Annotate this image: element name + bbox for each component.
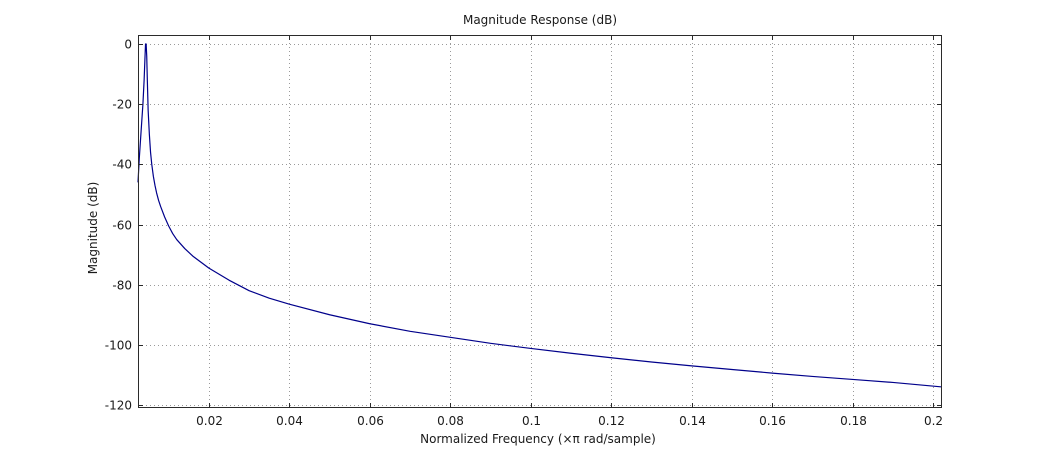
y-tick-label: 0 [124,38,132,52]
x-tick-label: 0.02 [196,414,223,428]
y-tick-label: -60 [112,219,132,233]
chart-title: Magnitude Response (dB) [463,13,617,27]
x-tick-label: 0.06 [357,414,384,428]
y-tick-label: -80 [112,279,132,293]
x-tick-label: 0.1 [522,414,541,428]
x-tick-labels: 0.02 0.04 0.06 0.08 0.1 0.12 0.14 0.16 0.18 0.2 [196,414,943,428]
y-tick-label: -120 [105,399,132,413]
x-tick-label: 0.18 [840,414,867,428]
x-tick-label: 0.16 [759,414,786,428]
y-tick-label: -100 [105,339,132,353]
y-axis-title: Magnitude (dB) [86,182,100,275]
x-tick-label: 0.04 [276,414,303,428]
x-tick-label: 0.14 [679,414,706,428]
plot-frame [138,35,942,408]
y-tick-label: -20 [112,98,132,112]
x-tick-label: 0.12 [598,414,625,428]
curve-layer [137,43,943,388]
y-tick-labels: 0 -20 -40 -60 -80 -100 -120 [105,38,132,413]
x-axis-title: Normalized Frequency (×π rad/sample) [420,432,656,446]
tick-marks [138,35,942,408]
y-tick-label: -40 [112,158,132,172]
x-tick-label: 0.2 [924,414,943,428]
x-tick-label: 0.08 [437,414,464,428]
plot-background [138,35,942,408]
magnitude-curve [137,43,943,388]
